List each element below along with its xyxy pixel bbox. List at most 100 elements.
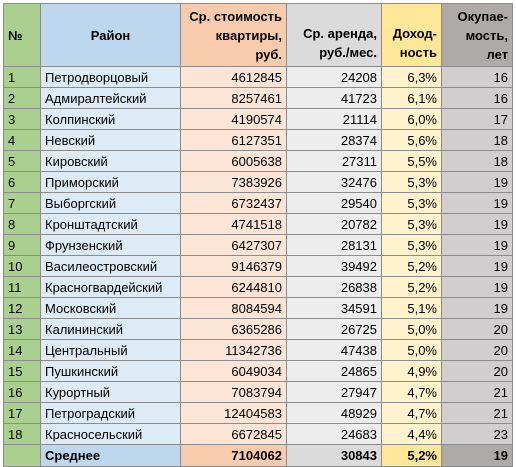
row-payback: 19 — [441, 234, 513, 256]
row-district: Невский — [40, 129, 181, 151]
row-price: 6365286 — [180, 318, 287, 340]
row-price: 6127351 — [180, 129, 287, 151]
row-district: Красносельский — [40, 423, 181, 445]
header-num: № — [3, 3, 41, 67]
row-payback: 21 — [441, 381, 513, 403]
header-price-line-1: Ср. стоимость — [189, 8, 282, 24]
table-row: 10 Василеостровский 9146379 39492 5,2% 19 — [3, 255, 513, 277]
row-payback: 19 — [441, 192, 513, 214]
table-row: 16 Курортный 7083794 27947 4,7% 21 — [3, 381, 513, 403]
row-yield: 5,2% — [381, 255, 442, 277]
row-yield: 5,3% — [381, 192, 442, 214]
row-payback: 17 — [441, 108, 513, 130]
row-payback: 20 — [441, 360, 513, 382]
row-price: 4190574 — [180, 108, 287, 130]
header-payback-line-3: лет — [486, 46, 508, 62]
table-row: 3 Колпинский 4190574 21114 6,0% 17 — [3, 108, 513, 130]
row-price: 6732437 — [180, 192, 287, 214]
row-payback: 16 — [441, 66, 513, 88]
row-district: Петроградский — [40, 402, 181, 424]
table-row: 1 Петродворцовый 4612845 24208 6,3% 16 — [3, 66, 513, 88]
table-row: 5 Кировский 6005638 27311 5,5% 18 — [3, 150, 513, 172]
row-payback: 19 — [441, 276, 513, 298]
table-row: 11 Красногвардейский 6244810 26838 5,2% 19 — [3, 276, 513, 298]
row-num: 7 — [3, 192, 41, 214]
header-row: № Район Ср. стоимость квартиры, руб. Ср.… — [3, 3, 513, 67]
row-rent: 26725 — [286, 318, 382, 340]
header-rent-line-2: руб./мес. — [319, 45, 377, 60]
row-district: Приморский — [40, 171, 181, 193]
row-num: 1 — [3, 66, 41, 88]
average-yield: 5,2% — [381, 444, 442, 467]
row-yield: 6,0% — [381, 108, 442, 130]
row-district: Центральный — [40, 339, 181, 361]
row-price: 6005638 — [180, 150, 287, 172]
row-rent: 47438 — [286, 339, 382, 361]
row-num: 2 — [3, 87, 41, 109]
row-yield: 4,9% — [381, 360, 442, 382]
row-num: 3 — [3, 108, 41, 130]
row-num: 15 — [3, 360, 41, 382]
row-payback: 20 — [441, 339, 513, 361]
row-district: Пушкинский — [40, 360, 181, 382]
row-rent: 32476 — [286, 171, 382, 193]
header-payback: Окупае- мость, лет — [441, 3, 513, 67]
table-row: 9 Фрунзенский 6427307 28131 5,3% 19 — [3, 234, 513, 256]
row-district: Кировский — [40, 150, 181, 172]
row-rent: 27947 — [286, 381, 382, 403]
row-num: 18 — [3, 423, 41, 445]
row-yield: 5,3% — [381, 171, 442, 193]
row-num: 9 — [3, 234, 41, 256]
row-rent: 39492 — [286, 255, 382, 277]
row-num: 13 — [3, 318, 41, 340]
row-yield: 5,0% — [381, 318, 442, 340]
table-row: 4 Невский 6127351 28374 5,6% 18 — [3, 129, 513, 151]
row-payback: 19 — [441, 297, 513, 319]
row-rent: 28131 — [286, 234, 382, 256]
row-price: 8084594 — [180, 297, 287, 319]
table-row: 18 Красносельский 6672845 24683 4,4% 23 — [3, 423, 513, 445]
row-price: 6049034 — [180, 360, 287, 382]
row-district: Кронштадтский — [40, 213, 181, 235]
row-rent: 26838 — [286, 276, 382, 298]
row-yield: 5,1% — [381, 297, 442, 319]
row-rent: 28374 — [286, 129, 382, 151]
row-num: 16 — [3, 381, 41, 403]
row-rent: 41723 — [286, 87, 382, 109]
row-yield: 6,3% — [381, 66, 442, 88]
row-num: 6 — [3, 171, 41, 193]
row-yield: 5,2% — [381, 276, 442, 298]
row-district: Адмиралтейский — [40, 87, 181, 109]
row-yield: 5,3% — [381, 213, 442, 235]
row-payback: 19 — [441, 171, 513, 193]
row-yield: 5,0% — [381, 339, 442, 361]
row-price: 4741518 — [180, 213, 287, 235]
row-yield: 4,7% — [381, 402, 442, 424]
row-yield: 4,7% — [381, 381, 442, 403]
row-yield: 6,1% — [381, 87, 442, 109]
row-num: 14 — [3, 339, 41, 361]
row-price: 4612845 — [180, 66, 287, 88]
table-row: 15 Пушкинский 6049034 24865 4,9% 20 — [3, 360, 513, 382]
row-yield: 5,5% — [381, 150, 442, 172]
row-rent: 29540 — [286, 192, 382, 214]
row-price: 8257461 — [180, 87, 287, 109]
table-row: 17 Петроградский 12404583 48929 4,7% 21 — [3, 402, 513, 424]
header-yield: Доход- ность — [381, 3, 442, 67]
table-row: 6 Приморский 7383926 32476 5,3% 19 — [3, 171, 513, 193]
header-yield-line-1: Доход- — [392, 26, 437, 41]
row-rent: 34591 — [286, 297, 382, 319]
header-price-line-2: квартиры, — [215, 27, 282, 43]
average-payback: 19 — [441, 444, 513, 467]
row-num: 12 — [3, 297, 41, 319]
row-district: Красногвардейский — [40, 276, 181, 298]
table-body: 1 Петродворцовый 4612845 24208 6,3% 16 2 Адмира… — [3, 66, 513, 445]
row-price: 7083794 — [180, 381, 287, 403]
row-payback: 18 — [441, 150, 513, 172]
row-rent: 48929 — [286, 402, 382, 424]
row-rent: 24865 — [286, 360, 382, 382]
row-district: Петродворцовый — [40, 66, 181, 88]
row-district: Василеостровский — [40, 255, 181, 277]
row-district: Выборгский — [40, 192, 181, 214]
row-payback: 21 — [441, 402, 513, 424]
